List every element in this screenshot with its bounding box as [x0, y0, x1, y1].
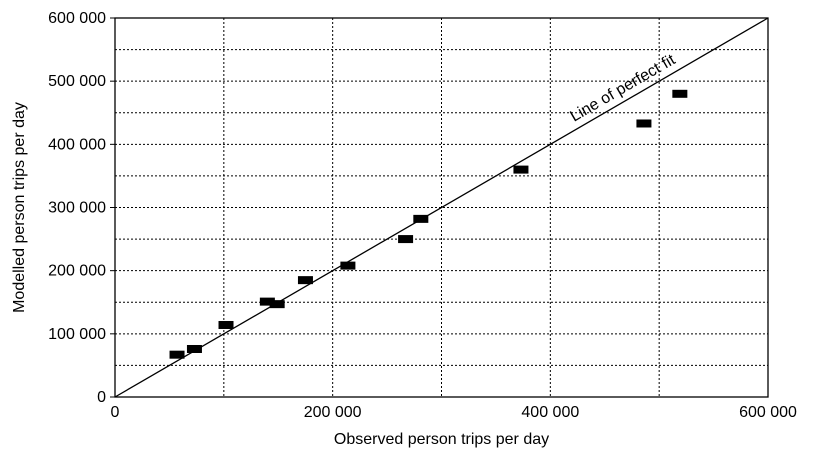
- data-point: [413, 214, 429, 223]
- data-point: [297, 276, 313, 285]
- data-point: [398, 235, 414, 244]
- y-tick-label: 200 000: [48, 263, 106, 280]
- perfect-fit-line: [114, 17, 769, 398]
- y-axis-ticks: 0 100 000 200 000 300 000 400 000 500 000 600 …: [48, 10, 115, 406]
- data-point: [269, 300, 285, 309]
- x-axis-ticks: 0 200 000 400 000 600 000: [111, 404, 797, 421]
- x-tick-label: 200 000: [304, 404, 362, 421]
- data-point: [672, 89, 688, 98]
- data-point: [513, 165, 529, 174]
- y-tick-label: 300 000: [48, 200, 106, 217]
- y-tick-label: 600 000: [48, 10, 106, 27]
- y-tick-label: 0: [97, 389, 106, 406]
- x-tick-label: 600 000: [739, 404, 797, 421]
- data-point: [218, 320, 234, 329]
- data-point: [340, 261, 356, 270]
- x-axis-title: Observed person trips per day: [334, 431, 549, 448]
- y-tick-label: 100 000: [48, 326, 106, 343]
- data-point: [259, 297, 275, 306]
- data-point: [186, 344, 202, 353]
- y-axis-title: Modelled person trips per day: [11, 102, 28, 313]
- y-tick-label: 500 000: [48, 73, 106, 90]
- data-point: [636, 119, 652, 128]
- grid-lines: [115, 18, 768, 397]
- perfect-fit-label: Line of perfect fit: [567, 51, 678, 125]
- x-tick-label: 400 000: [521, 404, 579, 421]
- x-tick-label: 0: [111, 404, 120, 421]
- data-point: [169, 350, 185, 359]
- data-points: [169, 89, 688, 359]
- y-tick-label: 400 000: [48, 136, 106, 153]
